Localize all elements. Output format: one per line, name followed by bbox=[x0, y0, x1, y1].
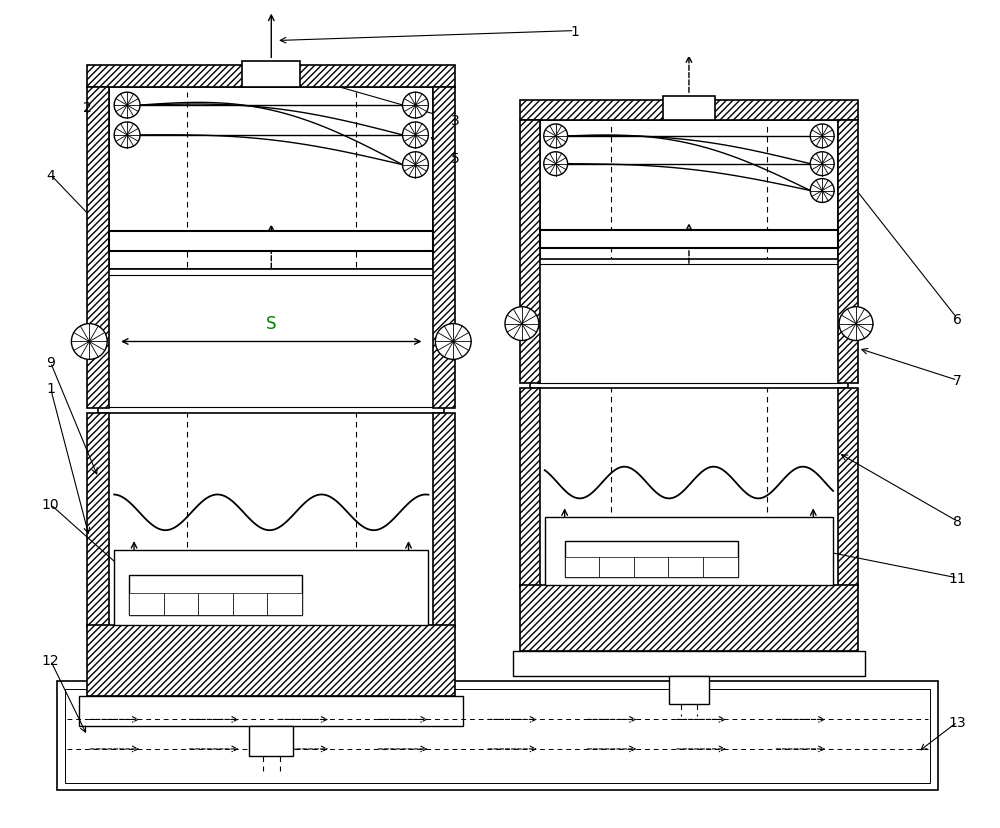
Bar bbox=[838, 121, 858, 383]
Circle shape bbox=[544, 125, 568, 148]
Text: S: S bbox=[266, 314, 277, 332]
Bar bbox=[537, 265, 841, 383]
Text: 11: 11 bbox=[949, 571, 966, 585]
Bar bbox=[703, 557, 738, 577]
Bar bbox=[57, 681, 938, 791]
Bar bbox=[87, 88, 109, 408]
Bar bbox=[520, 585, 858, 652]
Bar bbox=[129, 575, 302, 615]
Text: 3: 3 bbox=[451, 113, 460, 128]
Bar bbox=[109, 232, 433, 252]
Circle shape bbox=[505, 307, 539, 341]
Circle shape bbox=[810, 180, 834, 203]
Text: 7: 7 bbox=[953, 373, 962, 388]
Text: 1: 1 bbox=[46, 382, 55, 396]
Bar bbox=[634, 557, 668, 577]
Bar bbox=[129, 593, 164, 615]
Bar bbox=[520, 101, 858, 121]
Bar bbox=[540, 231, 838, 249]
Bar bbox=[267, 593, 302, 615]
Circle shape bbox=[810, 152, 834, 176]
Text: 8: 8 bbox=[953, 515, 962, 528]
Bar bbox=[520, 121, 540, 383]
Bar bbox=[669, 676, 709, 704]
Circle shape bbox=[403, 123, 428, 148]
Circle shape bbox=[810, 125, 834, 148]
Circle shape bbox=[403, 152, 428, 178]
Text: 5: 5 bbox=[451, 152, 460, 166]
Bar bbox=[663, 97, 715, 121]
Bar bbox=[433, 88, 455, 408]
Bar bbox=[433, 413, 455, 627]
Bar bbox=[106, 276, 436, 407]
Text: 1: 1 bbox=[570, 25, 579, 39]
Bar bbox=[87, 413, 109, 627]
Circle shape bbox=[435, 325, 471, 360]
Bar bbox=[87, 66, 455, 88]
Bar bbox=[545, 518, 833, 585]
Bar bbox=[164, 593, 198, 615]
Circle shape bbox=[71, 325, 107, 360]
Bar bbox=[565, 542, 738, 577]
Bar bbox=[540, 121, 838, 265]
Bar bbox=[98, 270, 444, 413]
Text: 12: 12 bbox=[42, 653, 59, 667]
Bar bbox=[79, 696, 463, 726]
Text: 6: 6 bbox=[953, 312, 962, 326]
Text: 13: 13 bbox=[949, 715, 966, 729]
Bar bbox=[565, 557, 599, 577]
Circle shape bbox=[114, 123, 140, 148]
Bar bbox=[198, 593, 233, 615]
Bar bbox=[87, 625, 455, 696]
Bar bbox=[109, 88, 433, 270]
Bar bbox=[242, 62, 300, 88]
Bar bbox=[233, 593, 267, 615]
Circle shape bbox=[544, 152, 568, 176]
Bar bbox=[513, 652, 865, 676]
Bar bbox=[530, 260, 848, 388]
Bar bbox=[838, 388, 858, 587]
Text: 10: 10 bbox=[42, 498, 59, 512]
Circle shape bbox=[114, 93, 140, 119]
Text: 2: 2 bbox=[83, 101, 92, 115]
Text: 9: 9 bbox=[46, 356, 55, 370]
Bar bbox=[114, 551, 428, 625]
Bar bbox=[65, 689, 930, 782]
Circle shape bbox=[839, 307, 873, 341]
Bar bbox=[249, 726, 293, 756]
Bar bbox=[520, 388, 540, 587]
Circle shape bbox=[403, 93, 428, 119]
Text: 4: 4 bbox=[46, 168, 55, 182]
Bar bbox=[668, 557, 703, 577]
Bar bbox=[599, 557, 634, 577]
